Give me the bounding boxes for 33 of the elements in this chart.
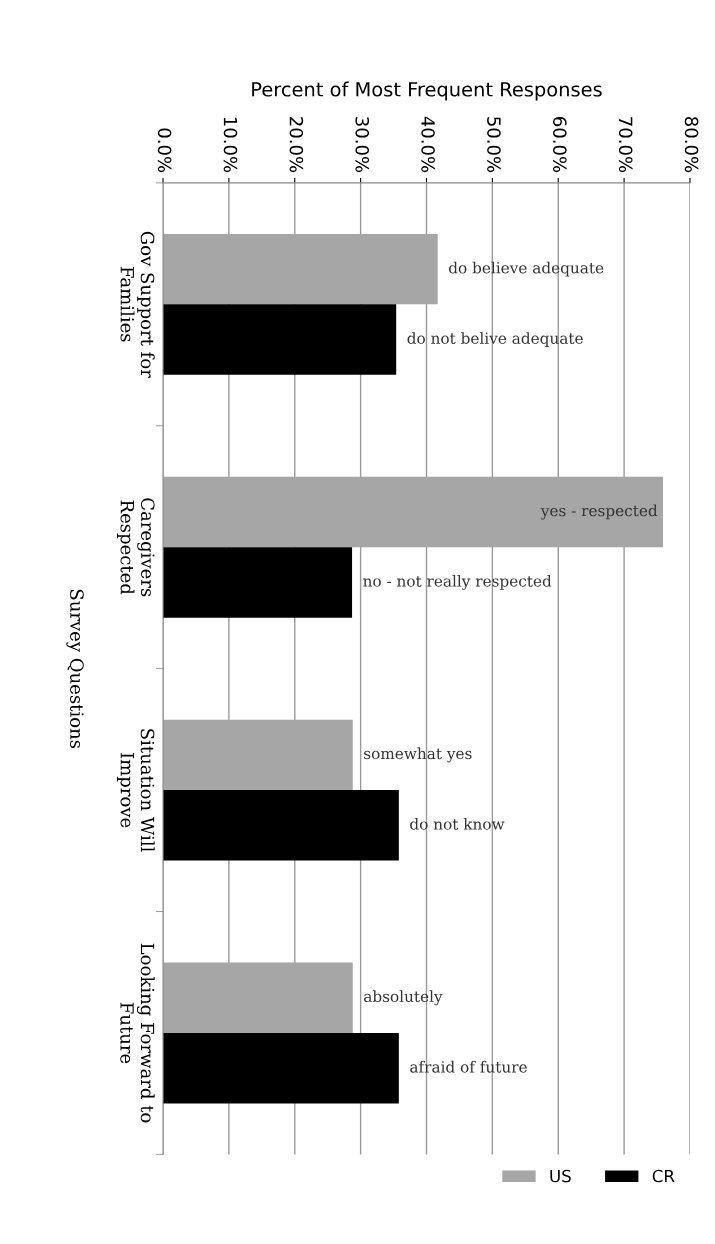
data-label: do believe adequate	[449, 261, 604, 277]
bar	[163, 476, 663, 548]
y-tick-label: Looking Forward to Future	[120, 943, 155, 1123]
data-label: do not know	[410, 817, 505, 830]
x-tick-label: 20.0%	[289, 117, 304, 173]
y-axis-title: Survey Questions	[66, 589, 84, 749]
y-tick-label: Gov Support for Families	[120, 231, 155, 378]
x-tick-label: 0.0%	[157, 128, 172, 173]
x-tick-label: 30.0%	[355, 117, 370, 173]
data-label: do not belive adequate	[407, 332, 583, 347]
x-tick-label: 70.0%	[618, 117, 633, 173]
bar	[163, 962, 353, 1033]
data-label: no - not really respected	[363, 574, 552, 590]
bar	[163, 1032, 399, 1104]
x-tick-label: 50.0%	[487, 117, 501, 173]
x-axis-title: Percent of Most Frequent Responses	[252, 81, 602, 101]
y-tick-label: Caregivers Respected	[116, 498, 155, 597]
x-tick-label: 80.0%	[684, 117, 699, 173]
bar	[163, 233, 438, 305]
legend-label: CR	[652, 1169, 675, 1183]
data-label: afraid of future	[410, 1060, 527, 1073]
y-tick-label: Situation Will Improve	[116, 729, 155, 852]
x-tick-label: 60.0%	[553, 117, 567, 173]
bar	[163, 719, 353, 791]
x-tick-label: 40.0%	[421, 116, 435, 173]
bar	[163, 304, 397, 375]
bar	[163, 790, 399, 861]
bar	[163, 547, 353, 618]
data-label: somewhat yes	[364, 747, 472, 763]
data-label: yes - respected	[540, 504, 658, 520]
x-tick-label: 10.0%	[223, 117, 238, 173]
data-label: absolutely	[364, 990, 443, 1006]
legend-label: US	[550, 1169, 571, 1183]
